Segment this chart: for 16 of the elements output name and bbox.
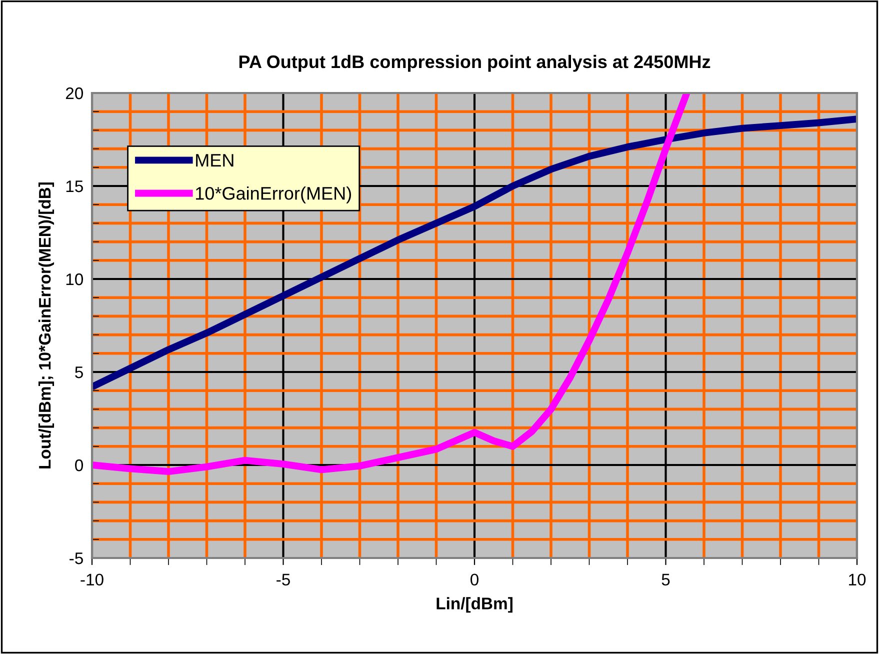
y-tick-label: -5 — [70, 552, 83, 564]
legend-label: 10*GainError(MEN) — [196, 186, 352, 204]
y-axis-title: Lout/[dBm]; 10*GainError(MEN)/[dB] — [38, 182, 54, 468]
x-axis-title: Lin/[dBm] — [436, 597, 512, 613]
chart-title: PA Output 1dB compression point analysis at 2450MHz — [239, 54, 710, 72]
x-tick-label: 0 — [470, 574, 478, 586]
x-tick-label: -5 — [276, 574, 290, 586]
y-tick-label: 0 — [75, 459, 84, 472]
y-tick-label: 5 — [75, 366, 83, 378]
y-tick-label: 20 — [66, 87, 84, 100]
legend-label: MEN — [196, 154, 234, 167]
y-tick-label: 15 — [66, 180, 83, 192]
x-tick-label: -10 — [80, 574, 104, 586]
x-tick-label: 5 — [662, 574, 670, 586]
x-tick-label: 10 — [849, 574, 866, 586]
y-tick-label: 10 — [66, 273, 84, 286]
